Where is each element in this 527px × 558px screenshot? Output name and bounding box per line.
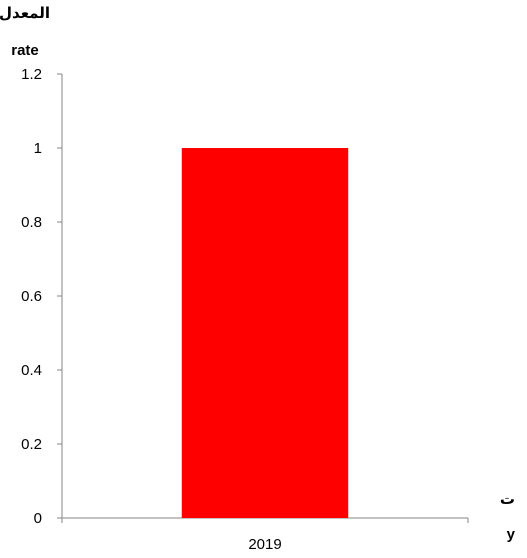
y-tick-label: 0.8	[21, 214, 42, 231]
x-axis-label-english: y	[506, 526, 515, 543]
y-tick-label: 0.2	[21, 436, 42, 453]
y-tick-label: 0	[34, 510, 42, 527]
y-tick-label: 1	[34, 140, 42, 157]
y-axis-label-english: rate	[11, 42, 39, 59]
x-tick-label: 2019	[248, 536, 281, 553]
bar	[181, 148, 349, 518]
y-tick-label: 0.4	[21, 362, 42, 379]
y-tick-label: 0.6	[21, 288, 42, 305]
x-axis-label-arabic: ت	[499, 491, 515, 508]
y-axis-label-arabic: المعدل	[0, 5, 50, 22]
y-tick-label: 1.2	[21, 66, 42, 83]
